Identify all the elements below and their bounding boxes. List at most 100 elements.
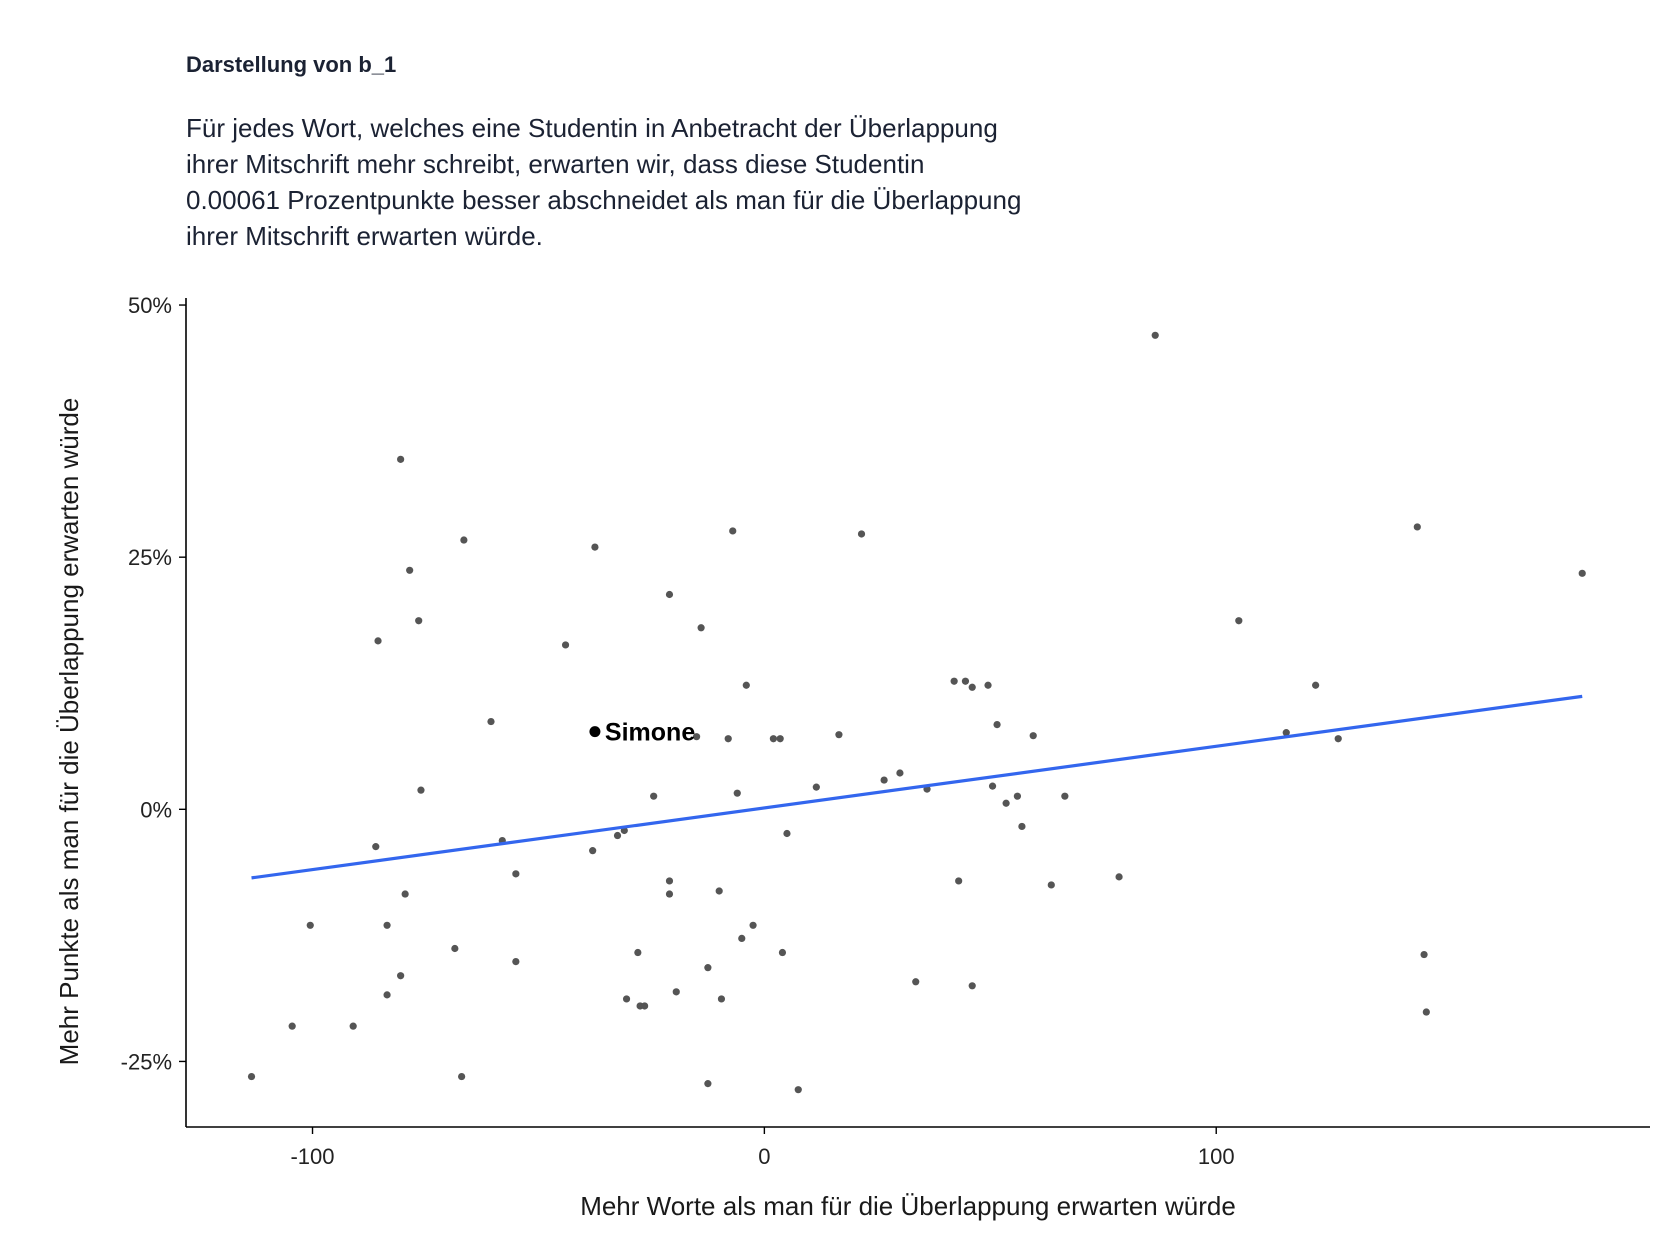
data-point xyxy=(665,877,674,885)
data-point xyxy=(1018,822,1026,831)
data-point xyxy=(749,921,757,929)
data-point xyxy=(988,782,997,790)
data-point xyxy=(1047,881,1055,889)
data-point xyxy=(589,847,597,855)
data-point xyxy=(665,590,674,599)
data-point xyxy=(1151,331,1159,339)
data-point xyxy=(634,948,642,957)
data-point xyxy=(778,948,787,957)
subtitle-line-4: ihrer Mitschrift erwarten würde. xyxy=(186,221,543,251)
data-point xyxy=(415,617,423,625)
data-point xyxy=(641,1002,649,1010)
trend-line xyxy=(251,694,1583,880)
data-point xyxy=(704,1080,712,1088)
subtitle-line-2: ihrer Mitschrift mehr schreibt, erwarten… xyxy=(186,149,925,179)
data-point xyxy=(1578,569,1586,577)
data-point xyxy=(1334,735,1342,743)
data-point xyxy=(835,731,843,739)
data-point xyxy=(665,890,674,898)
chart-title: Darstellung von b_1 xyxy=(186,52,397,77)
highlight-group: Simone xyxy=(589,719,695,747)
x-tick-label: 100 xyxy=(1198,1144,1235,1169)
data-point xyxy=(1061,792,1069,800)
data-point xyxy=(1413,523,1421,531)
data-point xyxy=(561,641,570,649)
y-tick-label: -25% xyxy=(121,1049,172,1074)
data-point xyxy=(1282,729,1290,737)
data-point xyxy=(776,735,784,743)
data-point xyxy=(1002,799,1010,807)
data-point xyxy=(591,543,599,551)
axes xyxy=(185,298,1650,1128)
data-point xyxy=(950,677,958,685)
data-points xyxy=(247,331,1586,1094)
subtitle-line-1: Für jedes Wort, welches eine Studentin i… xyxy=(186,113,998,143)
highlight-point xyxy=(589,726,601,738)
data-point xyxy=(880,776,888,784)
data-point xyxy=(1312,681,1320,689)
data-point xyxy=(306,921,314,929)
data-point xyxy=(406,566,414,574)
data-point xyxy=(1115,873,1123,881)
data-point xyxy=(458,1072,466,1081)
data-point xyxy=(896,769,904,777)
data-point xyxy=(383,921,391,929)
data-point xyxy=(715,887,723,895)
data-point xyxy=(451,944,459,953)
data-point xyxy=(955,877,963,885)
data-point xyxy=(961,677,970,685)
data-point xyxy=(717,995,726,1003)
data-point xyxy=(733,789,741,797)
data-point xyxy=(372,843,380,851)
data-point xyxy=(692,733,701,741)
data-point xyxy=(1029,732,1037,740)
x-tick-label: -100 xyxy=(290,1144,334,1169)
y-axis-ticks: 50% 25% 0% -25% xyxy=(121,293,186,1074)
data-point xyxy=(622,995,631,1003)
data-point xyxy=(397,972,405,980)
data-point xyxy=(857,530,866,538)
data-point xyxy=(512,958,520,966)
data-point xyxy=(968,683,976,691)
data-point xyxy=(397,455,405,463)
data-point xyxy=(783,829,791,838)
data-point xyxy=(1235,617,1243,625)
data-point xyxy=(401,890,409,898)
data-point xyxy=(247,1072,256,1081)
x-axis-label: Mehr Worte als man für die Überlappung e… xyxy=(580,1191,1236,1221)
data-point xyxy=(794,1086,802,1094)
data-point xyxy=(417,786,425,794)
data-point xyxy=(1422,1008,1430,1016)
data-point xyxy=(487,717,495,726)
trend-line-group xyxy=(251,694,1583,880)
x-tick-label: 0 xyxy=(758,1144,770,1169)
data-point xyxy=(460,536,468,544)
x-axis-ticks: -100 0 100 xyxy=(290,1127,1235,1169)
data-point xyxy=(968,982,976,990)
data-point xyxy=(769,735,778,743)
data-point xyxy=(672,988,680,996)
data-point xyxy=(704,964,712,972)
data-point xyxy=(383,991,391,999)
highlight-label: Simone xyxy=(605,719,695,747)
data-point xyxy=(984,681,992,689)
data-point xyxy=(812,783,820,791)
data-point xyxy=(512,870,520,878)
data-point xyxy=(697,624,705,632)
y-tick-label: 50% xyxy=(128,293,172,318)
data-point xyxy=(912,978,920,986)
data-point xyxy=(650,792,658,800)
subtitle-line-3: 0.00061 Prozentpunkte besser abschneidet… xyxy=(186,185,1022,215)
data-point xyxy=(613,831,622,840)
data-point xyxy=(1013,792,1022,800)
y-tick-label: 0% xyxy=(140,797,172,822)
data-point xyxy=(729,527,737,535)
data-point xyxy=(288,1022,296,1030)
data-point xyxy=(993,720,1001,729)
data-point xyxy=(724,735,732,743)
chart-subtitle: Für jedes Wort, welches eine Studentin i… xyxy=(186,110,1086,254)
data-point xyxy=(742,681,750,689)
data-point xyxy=(374,637,382,645)
data-point xyxy=(738,934,746,943)
